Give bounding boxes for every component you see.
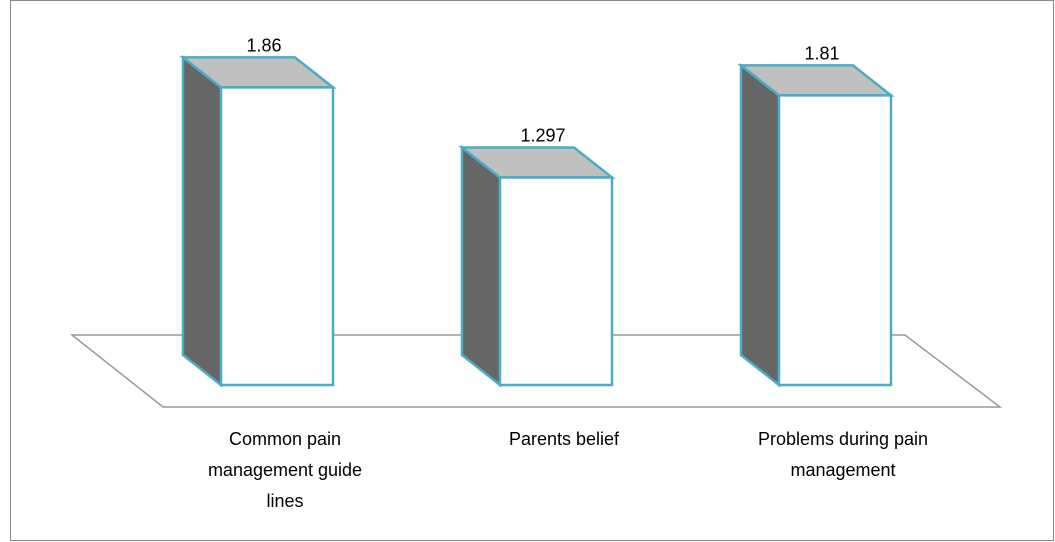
x-tick-label: Parents belief <box>508 429 620 449</box>
bar-side <box>460 144 502 388</box>
bar-side <box>739 62 781 388</box>
bar-side <box>181 54 223 388</box>
bar <box>777 94 893 387</box>
data-label: 1.81 <box>804 43 839 63</box>
bar <box>219 86 335 387</box>
x-tick-label: Common pain management guide lines <box>207 429 363 511</box>
bar <box>498 176 614 387</box>
x-tick-label: Problems during pain management <box>757 429 929 480</box>
data-label: 1.86 <box>246 35 281 55</box>
data-label: 1.297 <box>520 125 565 145</box>
